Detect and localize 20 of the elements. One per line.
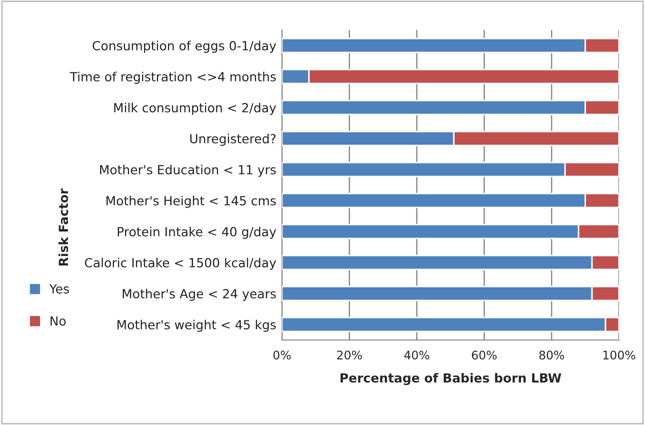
y-tick-label: Mother's weight < 45 kgs bbox=[118, 320, 276, 332]
y-tick-label: Protein Intake < 40 g/day bbox=[118, 226, 276, 239]
y-tick-label: Mother's Age < 24 years bbox=[122, 288, 276, 301]
legend-label: Yes bbox=[49, 284, 69, 294]
y-tick-label: Mother's Height < 145 cms bbox=[106, 196, 276, 208]
x-tick-label: 80% bbox=[539, 350, 564, 360]
x-tick-label: 40% bbox=[404, 350, 430, 360]
y-tick-label: Time of registration <>4 months bbox=[70, 72, 276, 84]
x-tick-label: 20% bbox=[337, 350, 362, 360]
y-tick-label: Unregistered? bbox=[190, 134, 276, 146]
y-tick-label: Consumption of eggs 0-1/day bbox=[92, 40, 276, 53]
x-axis-title: Percentage of Babies born LBW bbox=[340, 372, 562, 386]
y-tick-label: Milk consumption < 2/day bbox=[114, 102, 276, 115]
legend-label: No bbox=[50, 316, 66, 326]
x-tick-label: 60% bbox=[472, 350, 497, 360]
y-tick-label: Caloric Intake < 1500 kcal/day bbox=[84, 258, 276, 270]
x-tick-label: 100% bbox=[603, 350, 636, 360]
x-tick-label: 0% bbox=[273, 350, 291, 360]
y-tick-label: Mother's Education < 11 yrs bbox=[100, 164, 276, 177]
y-axis-title: Risk Factor bbox=[58, 188, 68, 266]
